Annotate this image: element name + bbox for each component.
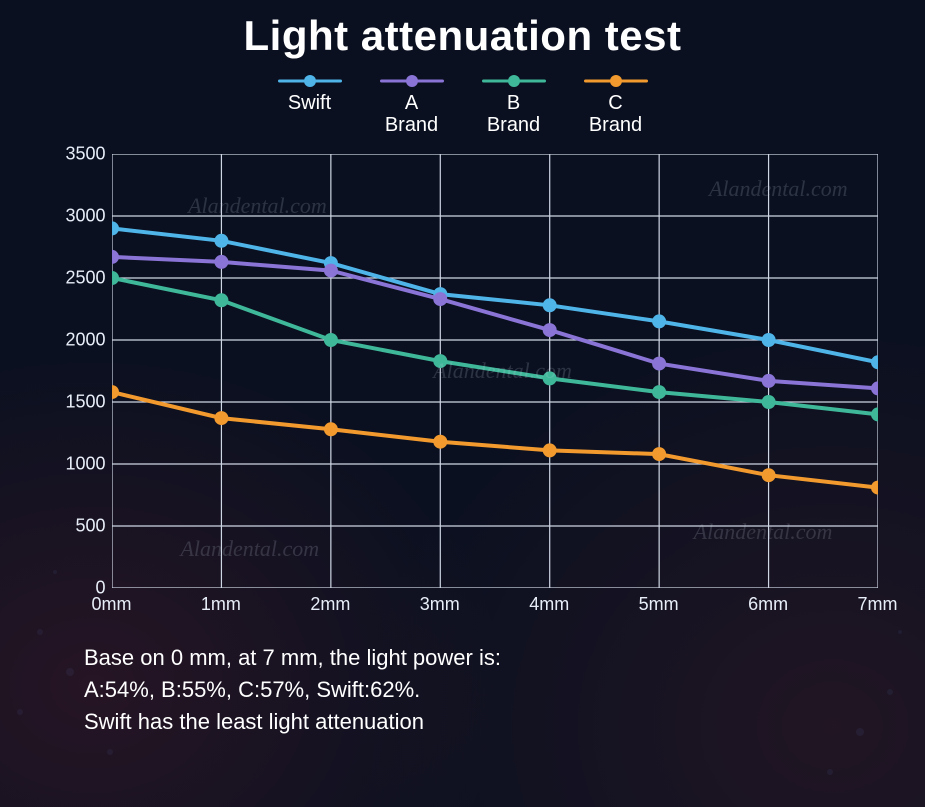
series-point-1-3 [433, 292, 447, 306]
x-tick-label: 6mm [748, 594, 788, 615]
series-point-2-0 [112, 271, 119, 285]
caption-line: A:54%, B:55%, C:57%, Swift:62%. [84, 674, 925, 706]
series-point-2-4 [542, 371, 556, 385]
caption-line: Base on 0 mm, at 7 mm, the light power i… [84, 642, 925, 674]
legend-swatch [380, 74, 444, 88]
x-tick-label: 3mm [420, 594, 460, 615]
y-tick-label: 500 [75, 516, 105, 537]
series-point-1-5 [652, 357, 666, 371]
series-point-0-4 [542, 298, 556, 312]
series-point-3-0 [112, 385, 119, 399]
series-point-0-6 [761, 333, 775, 347]
x-tick-label: 4mm [529, 594, 569, 615]
series-point-2-7 [871, 407, 878, 421]
legend-item-3: C Brand [584, 74, 648, 136]
series-point-2-1 [214, 293, 228, 307]
y-tick-label: 3500 [65, 144, 105, 165]
series-point-0-1 [214, 234, 228, 248]
series-point-1-0 [112, 250, 119, 264]
series-point-0-0 [112, 221, 119, 235]
series-point-3-3 [433, 435, 447, 449]
series-point-3-6 [761, 468, 775, 482]
y-tick-label: 1500 [65, 392, 105, 413]
legend-item-0: Swift [278, 74, 342, 136]
caption: Base on 0 mm, at 7 mm, the light power i… [84, 642, 925, 738]
legend-swatch [278, 74, 342, 88]
x-tick-label: 5mm [639, 594, 679, 615]
series-point-0-5 [652, 314, 666, 328]
x-tick-label: 2mm [310, 594, 350, 615]
series-point-1-1 [214, 255, 228, 269]
x-tick-label: 1mm [201, 594, 241, 615]
legend-label: C Brand [589, 92, 642, 136]
chart: 0500100015002000250030003500 0mm1mm2mm3m… [48, 154, 878, 624]
series-point-0-7 [871, 355, 878, 369]
series-point-1-4 [542, 323, 556, 337]
x-tick-label: 7mm [858, 594, 898, 615]
series-point-1-2 [323, 264, 337, 278]
y-tick-label: 1000 [65, 454, 105, 475]
series-point-3-5 [652, 447, 666, 461]
series-point-3-2 [323, 422, 337, 436]
series-point-1-7 [871, 381, 878, 395]
y-tick-label: 3000 [65, 206, 105, 227]
series-point-3-1 [214, 411, 228, 425]
legend-label: A Brand [385, 92, 438, 136]
series-point-3-7 [871, 481, 878, 495]
series-point-2-6 [761, 395, 775, 409]
series-point-2-2 [323, 333, 337, 347]
y-tick-label: 2500 [65, 268, 105, 289]
caption-line: Swift has the least light attenuation [84, 706, 925, 738]
legend-label: Swift [288, 92, 331, 114]
series-point-2-3 [433, 354, 447, 368]
legend-swatch [482, 74, 546, 88]
legend: Swift A Brand B Brand C Brand [0, 74, 925, 136]
x-tick-label: 0mm [92, 594, 132, 615]
legend-item-2: B Brand [482, 74, 546, 136]
chart-title: Light attenuation test [0, 12, 925, 60]
legend-swatch [584, 74, 648, 88]
legend-label: B Brand [487, 92, 540, 136]
y-tick-label: 2000 [65, 330, 105, 351]
series-point-2-5 [652, 385, 666, 399]
series-point-1-6 [761, 374, 775, 388]
legend-item-1: A Brand [380, 74, 444, 136]
series-point-3-4 [542, 443, 556, 457]
